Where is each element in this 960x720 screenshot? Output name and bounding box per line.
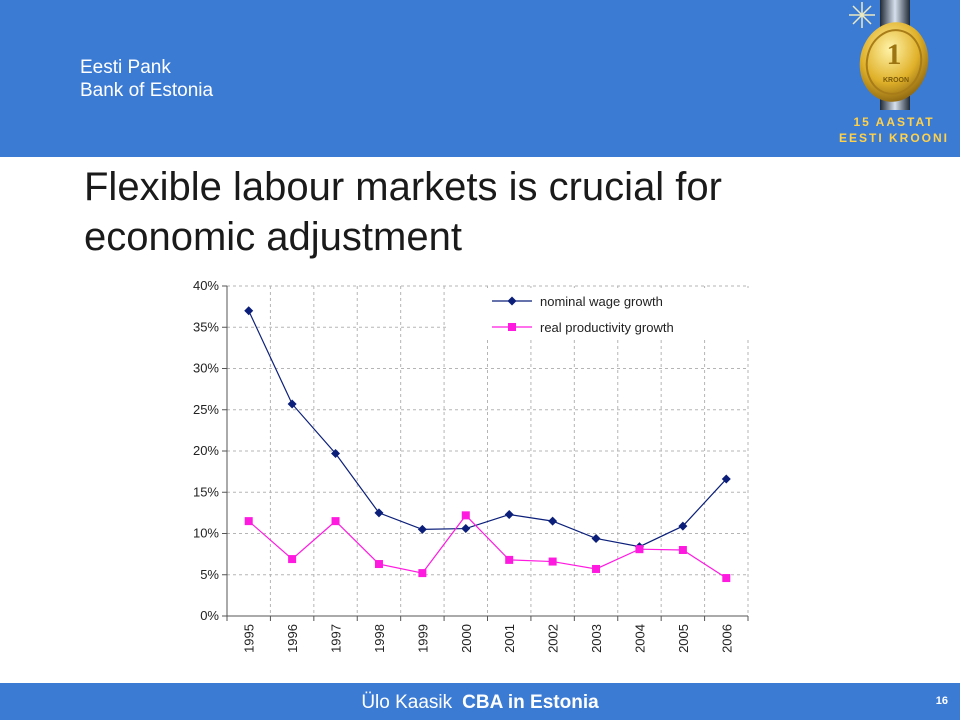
data-point-diamond (374, 508, 384, 518)
data-point-square (592, 564, 601, 573)
footer-caption: Ülo Kaasik CBA in Estonia (0, 692, 960, 714)
data-point-diamond (331, 448, 341, 458)
data-point-diamond (287, 399, 297, 409)
data-point-diamond (721, 474, 731, 484)
page-number: 16 (935, 695, 948, 707)
x-tick-label: 2002 (546, 624, 561, 653)
slide-title-line1: Flexible labour markets is crucial for (84, 165, 722, 209)
footer-topic: CBA in Estonia (462, 692, 599, 713)
badge-years-text: 15 AASTAT (853, 115, 935, 129)
badge-currency-text: EESTI KROONI (838, 131, 949, 145)
x-tick-label: 1995 (242, 624, 257, 653)
y-tick-label: 15% (193, 484, 219, 499)
data-point-square (678, 546, 687, 554)
data-point-diamond (548, 516, 558, 526)
x-tick-label: 2004 (632, 624, 647, 653)
x-tick-label: 1999 (415, 624, 430, 653)
data-point-square (635, 545, 644, 554)
y-tick-label: 40% (193, 278, 219, 293)
x-tick-label: 1998 (372, 624, 387, 653)
data-point-square (461, 511, 470, 520)
x-tick-label: 2000 (459, 624, 474, 653)
series-line-1 (248, 514, 727, 579)
data-point-square (722, 574, 731, 583)
y-tick-label: 10% (193, 526, 219, 541)
legend-box (449, 288, 749, 340)
y-tick-label: 35% (193, 319, 219, 334)
x-tick-label: 2005 (676, 624, 691, 653)
organization-name: Eesti Pank Bank of Estonia (80, 56, 213, 102)
org-name-estonian: Eesti Pank (80, 57, 171, 78)
y-tick-label: 5% (200, 567, 219, 582)
y-tick-label: 20% (193, 443, 219, 458)
legend-label-1: real productivity growth (540, 320, 674, 335)
footer-author: Ülo Kaasik (361, 692, 453, 713)
svg-text:KROON: KROON (883, 77, 909, 84)
data-point-diamond (678, 521, 688, 531)
x-tick-label: 1996 (285, 624, 300, 653)
data-point-square (374, 560, 383, 569)
svg-text:1: 1 (887, 38, 902, 71)
x-tick-label: 2006 (719, 624, 734, 653)
x-tick-label: 2001 (502, 624, 517, 653)
header-band: Eesti Pank Bank of Estonia (0, 0, 960, 157)
wage-productivity-chart: 0% 5% 10% 15% 20% 25% 30% 35% 40% 1995 1996 1997 199… (193, 278, 749, 653)
slide-title: Flexible labour markets is crucial for e… (84, 162, 884, 262)
data-point-diamond (591, 533, 601, 543)
legend-marker-square (508, 323, 516, 331)
data-point-square (288, 555, 297, 564)
data-point-diamond (461, 524, 471, 534)
data-point-square (418, 569, 427, 578)
org-name-english: Bank of Estonia (80, 80, 214, 101)
x-tick-label: 1997 (329, 624, 344, 653)
y-tick-label: 25% (193, 402, 219, 417)
slide-title-line2: economic adjustment (84, 215, 462, 259)
data-point-square (548, 557, 557, 566)
legend-marker-diamond (507, 296, 517, 306)
data-point-diamond (417, 524, 427, 534)
y-tick-label: 0% (200, 608, 219, 623)
data-point-diamond (244, 306, 254, 316)
data-point-square (244, 517, 253, 526)
y-tick-label: 30% (193, 361, 219, 376)
data-point-square (331, 517, 340, 526)
footer-band: Ülo Kaasik CBA in Estonia 16 (0, 683, 960, 720)
data-point-square (505, 555, 514, 564)
x-tick-label: 2003 (589, 624, 604, 653)
data-point-diamond (504, 510, 514, 520)
series-line-0 (248, 310, 727, 548)
anniversary-badge: 1 KROON 15 AASTAT EESTI KROONI (828, 0, 960, 157)
legend-label-0: nominal wage growth (540, 294, 663, 309)
coin-logo-icon: 1 KROON (849, 0, 929, 110)
